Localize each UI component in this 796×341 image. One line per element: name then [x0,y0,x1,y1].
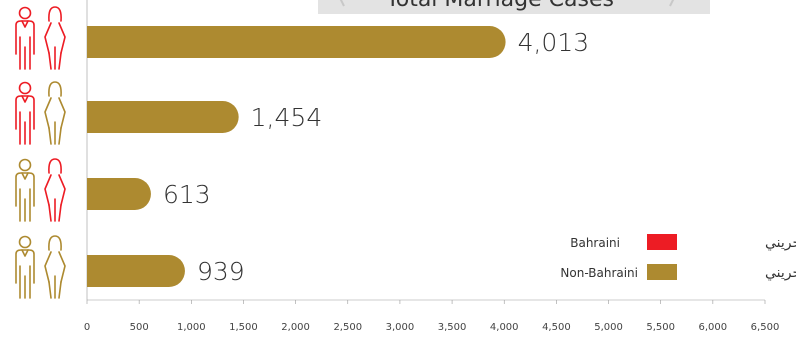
title-banner [318,0,710,14]
man-icon [15,235,35,299]
legend-label-bahraini-ar: بحريني [765,235,796,251]
x-tick-label: 1,000 [177,322,206,333]
legend-label-non-bahraini-ar: غير بحريني [765,265,796,281]
value-label-4: 939 [197,257,245,286]
value-label-1: 4,013 [518,28,590,57]
x-tick-label: 2,000 [281,322,310,333]
man-icon [15,158,35,222]
legend-swatch-non-bahraini [647,264,677,280]
legend-swatch-bahraini [647,234,677,250]
couple-icons-group [15,6,66,299]
title-bracket-left [339,0,345,7]
x-tick-label: 4,000 [490,322,519,333]
x-tick-label: 0 [84,322,90,333]
x-tick-label: 3,000 [386,322,415,333]
man-icon [15,6,35,70]
legend: Bahraini بحريني Non-Bahraini غير بحريني [560,234,796,281]
title-bracket-right [669,0,675,7]
x-tick-label: 3,500 [438,322,467,333]
x-ticks-group: 0 500 1,000 1,500 2,000 2,500 3,000 3,500 4,000 4… [84,300,780,333]
x-tick-label: 5,000 [594,322,623,333]
woman-icon [44,158,66,222]
chart-title: Total Marriage Cases [385,0,614,12]
bar-3 [87,178,151,210]
value-label-3: 613 [163,180,211,209]
woman-icon [44,6,66,70]
bar-4 [87,255,185,287]
x-tick-label: 500 [130,322,149,333]
x-tick-label: 6,500 [751,322,780,333]
value-labels-group: 4,013 1,454 613 939 [163,28,589,286]
value-label-2: 1,454 [251,103,323,132]
bar-2 [87,101,239,133]
bar-1 [87,26,506,58]
x-tick-label: 2,500 [333,322,362,333]
x-tick-label: 5,500 [646,322,675,333]
x-tick-label: 1,500 [229,322,258,333]
x-tick-label: 6,000 [699,322,728,333]
bars-group [87,26,506,287]
woman-icon [44,235,66,299]
man-icon [15,81,35,145]
legend-label-non-bahraini-en: Non-Bahraini [560,266,638,280]
x-tick-label: 4,500 [542,322,571,333]
woman-icon [44,81,66,145]
legend-label-bahraini-en: Bahraini [570,236,620,250]
